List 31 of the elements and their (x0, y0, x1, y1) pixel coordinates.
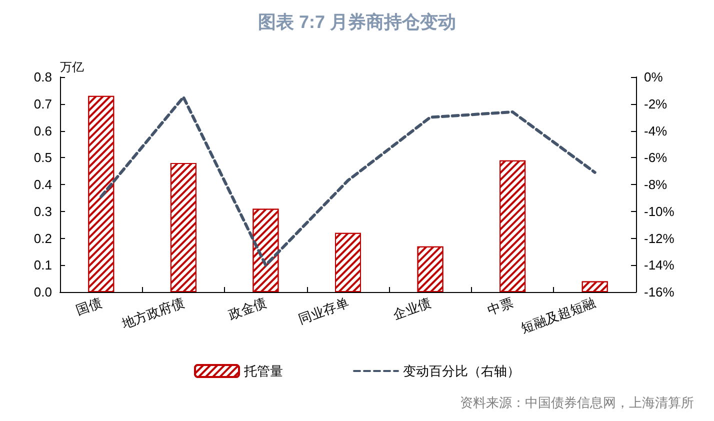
legend-label: 托管量 (243, 364, 283, 378)
x-tick-label: 政金债 (226, 294, 268, 322)
y-tick-label: 0.1 (34, 258, 52, 273)
y-tick-label: 0.5 (34, 150, 52, 166)
y2-tick-label: -4% (644, 123, 668, 138)
y2-tick-label: 0% (644, 70, 664, 84)
x-tick-label: 中票 (486, 294, 516, 318)
y2-tick-label: -16% (644, 284, 675, 300)
y-tick-label: 0.4 (34, 177, 52, 192)
y-tick-label: 0.0 (34, 284, 52, 300)
y2-tick-label: -8% (644, 177, 668, 192)
text: 资料来源：中国债券信息网，上海清算所 (460, 395, 694, 410)
x-tick-label: 同业存单 (296, 294, 351, 327)
y-axis-title: 万亿 (60, 60, 84, 74)
y2-tick-label: -6% (644, 150, 668, 166)
y-tick-label: 0.8 (34, 70, 52, 84)
x-tick-label: 国债 (74, 294, 104, 318)
y-tick-label: 0.6 (34, 123, 52, 138)
x-tick-label: 企业债 (391, 294, 433, 322)
y2-tick-label: -14% (644, 258, 675, 273)
y2-tick-label: -10% (644, 204, 675, 219)
x-tick-label: 地方政府债 (118, 294, 186, 332)
y-tick-label: 0.2 (34, 230, 52, 246)
y2-tick-label: -12% (644, 230, 675, 246)
chart-title: 图表 7:7 月券商持仓变动 (258, 12, 456, 32)
y-tick-label: 0.3 (34, 204, 52, 219)
legend-label: 变动百分比（右轴） (403, 364, 520, 378)
line-series (100, 96, 596, 267)
x-tick-label: 短融及超短融 (518, 294, 598, 336)
y2-tick-label: -2% (644, 96, 668, 112)
y-tick-label: 0.7 (34, 96, 52, 112)
